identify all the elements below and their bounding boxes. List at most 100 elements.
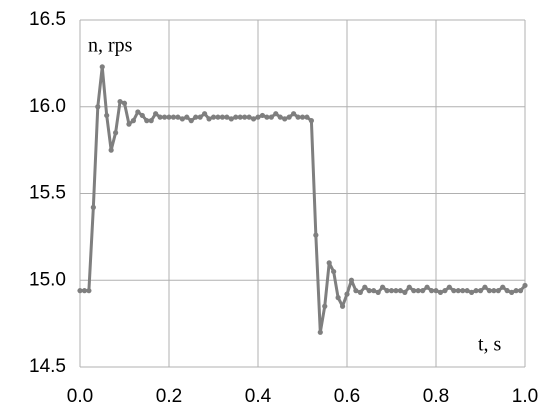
marker	[322, 303, 328, 309]
x-tick-label: 0.2	[156, 386, 182, 407]
marker	[344, 291, 350, 297]
marker	[153, 111, 159, 117]
marker	[424, 284, 430, 290]
marker	[228, 116, 234, 122]
marker	[522, 282, 528, 289]
marker	[193, 114, 199, 120]
marker	[286, 114, 292, 120]
marker	[179, 116, 185, 122]
marker	[464, 288, 470, 294]
marker	[317, 329, 323, 335]
marker	[95, 104, 101, 110]
marker	[250, 116, 257, 122]
marker	[384, 288, 390, 294]
marker	[259, 112, 266, 119]
marker	[268, 114, 274, 120]
marker	[255, 114, 261, 120]
marker	[433, 288, 439, 294]
marker	[121, 100, 128, 106]
marker	[326, 260, 332, 266]
marker	[90, 204, 96, 210]
x-tick-label: 0.6	[334, 386, 360, 407]
marker	[184, 114, 190, 120]
marker	[509, 289, 515, 295]
marker	[157, 114, 163, 120]
marker	[451, 288, 457, 294]
marker	[500, 284, 506, 290]
x-tick-label: 0.4	[245, 386, 272, 407]
marker	[108, 147, 114, 153]
x-axis-label: t, s	[478, 334, 502, 356]
plot: 14.5 15.0 15.5 16.0 16.5 0.0 0.2 0.4 0.6 0.8 1.0	[29, 9, 538, 407]
marker	[197, 114, 203, 120]
marker	[224, 114, 230, 120]
marker	[299, 114, 306, 120]
marker	[331, 268, 337, 275]
marker	[339, 303, 346, 309]
marker	[202, 111, 208, 117]
marker	[388, 288, 395, 294]
y-tick-label: 15.5	[29, 183, 66, 204]
marker	[482, 284, 488, 290]
marker	[437, 289, 444, 295]
marker	[117, 98, 123, 105]
marker	[504, 288, 510, 294]
marker	[420, 288, 426, 294]
y-tick-label: 16.0	[29, 96, 66, 117]
marker	[477, 288, 484, 294]
marker	[460, 288, 466, 294]
marker	[170, 114, 177, 120]
marker	[295, 114, 301, 120]
marker	[442, 288, 448, 294]
marker	[513, 288, 519, 294]
marker	[219, 114, 225, 120]
marker	[273, 111, 279, 117]
marker	[161, 114, 168, 120]
x-tick-label: 1.0	[512, 386, 538, 407]
marker	[353, 288, 359, 294]
marker	[126, 121, 132, 127]
marker	[446, 284, 452, 290]
marker	[357, 289, 363, 295]
marker	[233, 114, 239, 120]
marker	[175, 114, 181, 120]
marker	[291, 111, 297, 117]
x-tick-label: 0.8	[423, 386, 449, 407]
marker	[246, 114, 252, 120]
marker	[473, 288, 479, 294]
x-tick-label: 0.0	[67, 386, 93, 407]
marker	[393, 288, 399, 294]
marker	[188, 118, 194, 124]
marker	[144, 118, 150, 124]
marker	[406, 284, 412, 290]
marker	[308, 118, 314, 124]
marker	[104, 112, 110, 119]
marker	[206, 116, 212, 122]
marker	[99, 64, 105, 70]
marker	[495, 288, 501, 294]
marker	[380, 284, 386, 290]
marker	[130, 118, 136, 124]
marker	[237, 114, 243, 120]
marker	[486, 288, 492, 294]
marker	[362, 284, 368, 290]
marker	[86, 288, 92, 294]
marker	[375, 289, 381, 295]
marker	[455, 288, 461, 294]
marker	[491, 288, 497, 294]
marker	[264, 114, 270, 120]
marker	[210, 114, 217, 120]
marker	[81, 288, 88, 294]
marker	[335, 295, 341, 301]
marker	[166, 114, 172, 120]
marker	[242, 114, 248, 120]
marker	[277, 114, 283, 120]
y-tick-label: 15.0	[29, 269, 66, 290]
marker	[366, 288, 372, 294]
marker	[517, 288, 524, 294]
marker	[282, 116, 288, 122]
marker	[139, 112, 145, 119]
y-axis-label: n, rps	[88, 35, 133, 57]
marker	[371, 288, 377, 294]
marker	[304, 114, 310, 120]
